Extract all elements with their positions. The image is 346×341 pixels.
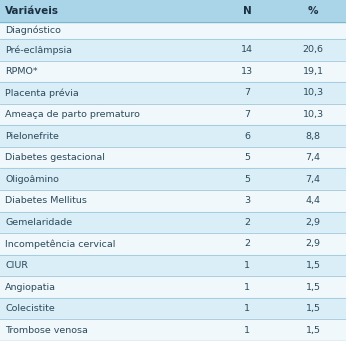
Text: RPMO*: RPMO* [5,67,38,76]
Bar [0,82,346,104]
Text: 4,4: 4,4 [306,196,321,205]
Text: 5: 5 [244,153,251,162]
Text: 1: 1 [244,283,251,292]
Text: 1: 1 [244,326,251,335]
Text: 2,9: 2,9 [306,239,321,249]
Text: 1,5: 1,5 [306,283,321,292]
Text: 1,5: 1,5 [306,326,321,335]
Bar [0,168,346,190]
Text: 1,5: 1,5 [306,304,321,313]
Text: 1: 1 [244,261,251,270]
Text: 2: 2 [244,239,251,249]
Bar [0,190,346,211]
Bar [0,125,346,147]
Text: N: N [243,6,252,16]
Text: Colecistite: Colecistite [5,304,55,313]
Text: 14: 14 [242,45,253,54]
Bar [0,61,346,82]
Text: 2,9: 2,9 [306,218,321,227]
Text: 6: 6 [244,132,251,140]
Bar [0,298,346,320]
Bar [0,276,346,298]
Text: 5: 5 [244,175,251,184]
Text: 8,8: 8,8 [306,132,321,140]
Bar [0,104,346,125]
Text: 7,4: 7,4 [306,153,321,162]
Text: Oligoâmino: Oligoâmino [5,175,59,184]
Text: Trombose venosa: Trombose venosa [5,326,88,335]
Text: Diabetes Mellitus: Diabetes Mellitus [5,196,87,205]
Bar [0,255,346,276]
Text: 1,5: 1,5 [306,261,321,270]
Text: Angiopatia: Angiopatia [5,283,56,292]
Bar [0,0,346,22]
Text: Pré-eclâmpsia: Pré-eclâmpsia [5,45,72,55]
Text: 3: 3 [244,196,251,205]
Bar [0,22,346,39]
Text: 1: 1 [244,304,251,313]
Text: Diabetes gestacional: Diabetes gestacional [5,153,105,162]
Text: Variáveis: Variáveis [5,6,59,16]
Text: 7,4: 7,4 [306,175,321,184]
Bar [0,39,346,61]
Text: 7: 7 [244,110,251,119]
Text: Incompetência cervical: Incompetência cervical [5,239,115,249]
Text: 20,6: 20,6 [303,45,324,54]
Text: 13: 13 [241,67,254,76]
Text: %: % [308,6,318,16]
Text: 19,1: 19,1 [303,67,324,76]
Text: 7: 7 [244,88,251,98]
Text: Pielonefrite: Pielonefrite [5,132,59,140]
Text: Placenta prévia: Placenta prévia [5,88,79,98]
Bar [0,147,346,168]
Text: 10,3: 10,3 [302,110,324,119]
Text: Ameaça de parto prematuro: Ameaça de parto prematuro [5,110,140,119]
Text: CIUR: CIUR [5,261,28,270]
Text: Diagnóstico: Diagnóstico [5,26,61,35]
Bar [0,233,346,255]
Text: 2: 2 [244,218,251,227]
Text: 10,3: 10,3 [302,88,324,98]
Bar [0,320,346,341]
Bar [0,211,346,233]
Text: Gemelaridade: Gemelaridade [5,218,72,227]
